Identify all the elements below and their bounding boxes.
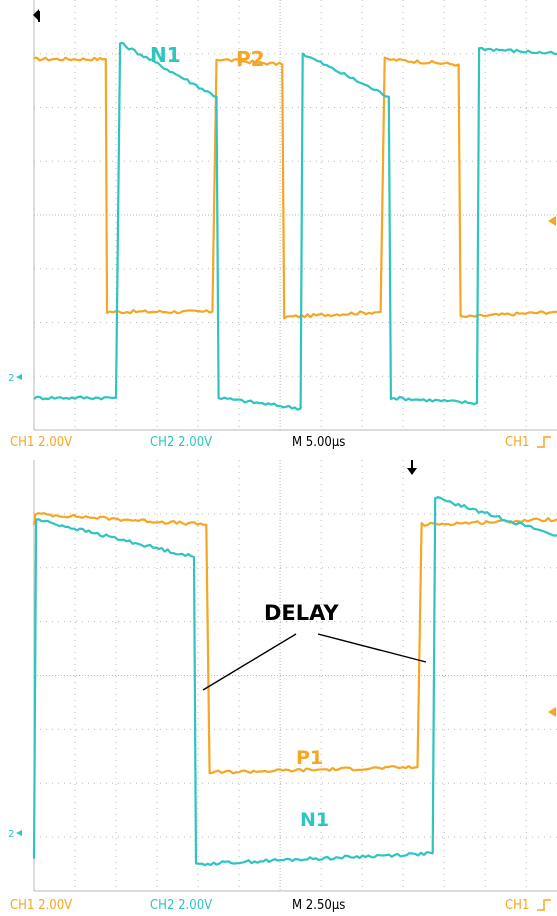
trigger-source: CH1 (505, 435, 529, 450)
trace-ch2-n1 (32, 496, 557, 867)
ch1-scale: CH1 2.00V (10, 435, 72, 450)
timebase: M 2.50µs (292, 898, 345, 913)
label-delay: DELAY (264, 601, 339, 625)
delay-pointer-right (317, 633, 427, 663)
screen-background (0, 458, 557, 916)
ch1-trigger-level-marker (548, 216, 556, 226)
oscilloscope-screen-top: N1 P2 2 CH1 2.00V CH2 2.00V M 5.00µs CH1 (0, 0, 557, 455)
rising-edge-icon (537, 436, 551, 448)
trigger-arrow-top (33, 9, 40, 22)
graticule (33, 0, 557, 431)
oscilloscope-screen-bottom: DELAY P1 N1 2 CH1 2.00V CH2 2.00V M 2.50… (0, 458, 557, 916)
ch2-ground-marker: 2 (8, 373, 14, 384)
trace-ch2-n1 (33, 41, 557, 411)
label-n1: N1 (150, 43, 181, 67)
trigger-arrow-bottom (407, 460, 417, 475)
label-n1: N1 (300, 809, 329, 831)
ch2-scale: CH2 2.00V (150, 435, 212, 450)
rising-edge-icon (537, 899, 551, 911)
panel-divider (0, 455, 557, 458)
timebase: M 5.00µs (292, 435, 345, 450)
trace-ch1-p1 (32, 511, 557, 775)
screen-background (0, 0, 557, 455)
ch2-ground-arrow (16, 830, 22, 836)
ch2-ground-marker: 2 (8, 829, 14, 840)
status-bar-top: CH1 2.00V CH2 2.00V M 5.00µs CH1 (10, 435, 551, 450)
ch1-scale: CH1 2.00V (10, 898, 72, 913)
trace-ch1-p2 (33, 56, 557, 320)
delay-pointer-left (202, 633, 297, 691)
ch2-ground-arrow (16, 374, 22, 380)
label-p2: P2 (236, 47, 265, 71)
ch2-scale: CH2 2.00V (150, 898, 212, 913)
scope-panel-top: N1 P2 2 CH1 2.00V CH2 2.00V M 5.00µs CH1 (0, 0, 557, 455)
ch1-trigger-level-marker (548, 707, 556, 717)
label-p1: P1 (296, 747, 323, 769)
traces (32, 496, 557, 867)
scope-panel-bottom: DELAY P1 N1 2 CH1 2.00V CH2 2.00V M 2.50… (0, 458, 557, 916)
traces (33, 41, 557, 411)
status-bar-bottom: CH1 2.00V CH2 2.00V M 2.50µs CH1 (10, 898, 551, 913)
trigger-source: CH1 (505, 898, 529, 913)
